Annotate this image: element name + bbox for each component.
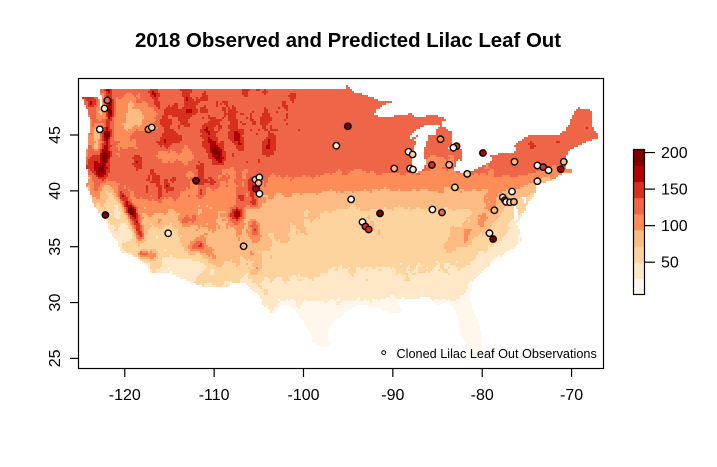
svg-text:25: 25 (47, 349, 64, 367)
svg-text:-70: -70 (560, 387, 583, 404)
svg-text:-110: -110 (199, 387, 230, 404)
svg-text:45: 45 (47, 126, 64, 144)
svg-text:2018 Observed and Predicted Li: 2018 Observed and Predicted Lilac Leaf O… (135, 30, 561, 52)
svg-text:-90: -90 (381, 387, 404, 404)
svg-text:-100: -100 (287, 387, 319, 404)
svg-text:Cloned Lilac Leaf Out Observat: Cloned Lilac Leaf Out Observations (397, 347, 597, 361)
svg-text:35: 35 (47, 238, 64, 256)
svg-text:-120: -120 (109, 387, 141, 404)
svg-text:40: 40 (47, 182, 64, 200)
svg-text:-80: -80 (471, 387, 494, 404)
svg-text:30: 30 (47, 294, 64, 312)
svg-text:200: 200 (661, 145, 688, 162)
svg-text:150: 150 (661, 182, 688, 199)
svg-text:100: 100 (661, 218, 688, 235)
svg-text:50: 50 (661, 255, 679, 272)
